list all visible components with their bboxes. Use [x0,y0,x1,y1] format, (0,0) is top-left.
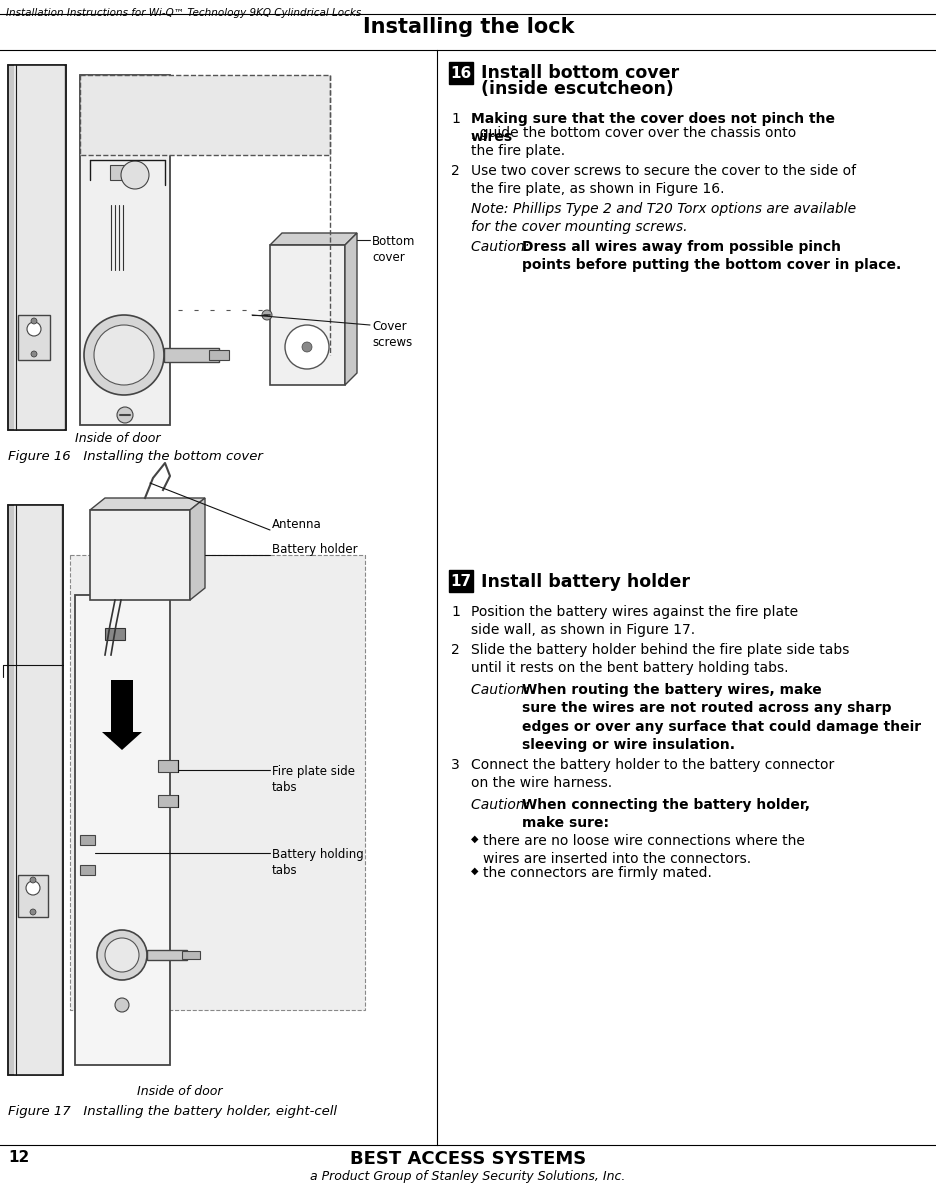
Text: Install battery holder: Install battery holder [480,573,689,591]
Bar [110,166,130,180]
Circle shape [31,351,37,357]
Bar [80,75,169,425]
Circle shape [262,310,271,320]
Text: Bottom
cover: Bottom cover [372,235,415,264]
Bar [158,796,178,807]
Polygon shape [190,498,205,600]
Bar [80,75,329,155]
Text: Cover
screws: Cover screws [372,320,412,349]
Circle shape [94,325,154,385]
Bar [8,66,66,430]
Text: 12: 12 [8,1151,29,1165]
Text: 1: 1 [450,112,460,126]
Polygon shape [270,233,357,245]
Bar [8,505,63,1075]
Circle shape [84,314,164,395]
Text: 2: 2 [450,164,460,177]
Text: Fire plate side
tabs: Fire plate side tabs [271,765,355,794]
Polygon shape [102,732,142,750]
Text: Inside of door: Inside of door [75,432,160,445]
Text: Inside of door: Inside of door [137,1085,223,1098]
Text: Installation Instructions for Wi-Q™ Technology 9KQ Cylindrical Locks: Installation Instructions for Wi-Q™ Tech… [6,8,361,18]
Bar [70,555,365,1010]
Text: Use two cover screws to secure the cover to the side of
the fire plate, as shown: Use two cover screws to secure the cover… [471,164,856,197]
Bar [105,628,124,640]
Text: ◆: ◆ [471,866,478,877]
Bar [448,62,473,85]
Circle shape [121,161,149,189]
Bar [80,865,95,875]
Text: Caution:: Caution: [471,241,534,254]
Polygon shape [90,498,205,510]
Circle shape [97,930,147,980]
Text: Figure 17   Installing the battery holder, eight-cell: Figure 17 Installing the battery holder,… [8,1105,337,1118]
Text: Making sure that the cover does not pinch the
wires: Making sure that the cover does not pinc… [471,112,834,144]
Text: When connecting the battery holder,
make sure:: When connecting the battery holder, make… [521,798,809,830]
Text: a Product Group of Stanley Security Solutions, Inc.: a Product Group of Stanley Security Solu… [310,1170,625,1183]
Circle shape [30,909,36,915]
Bar [14,505,61,1075]
Bar [18,875,48,917]
Text: 3: 3 [450,757,460,772]
Text: Caution:: Caution: [471,682,534,697]
Polygon shape [344,233,357,385]
Bar [90,510,190,600]
Text: Antenna: Antenna [271,518,321,531]
Text: Battery holding
tabs: Battery holding tabs [271,848,363,877]
Text: Install bottom cover: Install bottom cover [480,64,679,82]
Text: BEST ACCESS SYSTEMS: BEST ACCESS SYSTEMS [349,1151,586,1168]
Text: Note: Phillips Type 2 and T20 Torx options are available
for the cover mounting : Note: Phillips Type 2 and T20 Torx optio… [471,202,856,235]
Bar [448,570,473,592]
Circle shape [31,318,37,324]
Circle shape [285,325,329,369]
Text: Connect the battery holder to the battery connector
on the wire harness.: Connect the battery holder to the batter… [471,757,833,791]
Text: Slide the battery holder behind the fire plate side tabs
until it rests on the b: Slide the battery holder behind the fire… [471,643,848,675]
Bar [18,314,50,360]
Text: Installing the lock: Installing the lock [362,17,574,37]
Text: When routing the battery wires, make
sure the wires are not routed across any sh: When routing the battery wires, make sur… [521,682,920,753]
Circle shape [30,877,36,883]
Bar [182,950,199,959]
Bar [147,950,187,960]
Text: (inside escutcheon): (inside escutcheon) [480,80,673,98]
Bar [270,245,344,385]
Circle shape [105,939,139,972]
Text: there are no loose wire connections where the
wires are inserted into the connec: there are no loose wire connections wher… [482,834,804,866]
Text: 16: 16 [450,66,471,81]
Circle shape [26,881,40,894]
Bar [110,680,133,732]
Text: , guide the bottom cover over the chassis onto
the fire plate.: , guide the bottom cover over the chassi… [471,126,796,158]
Text: Battery holder: Battery holder [271,543,358,556]
Text: Dress all wires away from possible pinch
points before putting the bottom cover : Dress all wires away from possible pinch… [521,241,900,273]
Text: 1: 1 [450,605,460,619]
Text: Figure 16   Installing the bottom cover: Figure 16 Installing the bottom cover [8,450,263,463]
Circle shape [115,998,129,1012]
Bar [209,350,228,360]
Text: ◆: ◆ [471,834,478,844]
Bar [14,66,64,430]
Bar [80,835,95,844]
Text: Position the battery wires against the fire plate
side wall, as shown in Figure : Position the battery wires against the f… [471,605,797,637]
Bar [75,596,169,1065]
Circle shape [117,407,133,423]
Text: the connectors are firmly mated.: the connectors are firmly mated. [482,866,711,880]
Text: 2: 2 [450,643,460,657]
Text: Caution:: Caution: [471,798,534,812]
Circle shape [301,342,312,353]
Circle shape [27,322,41,336]
Bar [158,760,178,772]
Bar [164,348,219,362]
Text: 17: 17 [450,574,471,588]
